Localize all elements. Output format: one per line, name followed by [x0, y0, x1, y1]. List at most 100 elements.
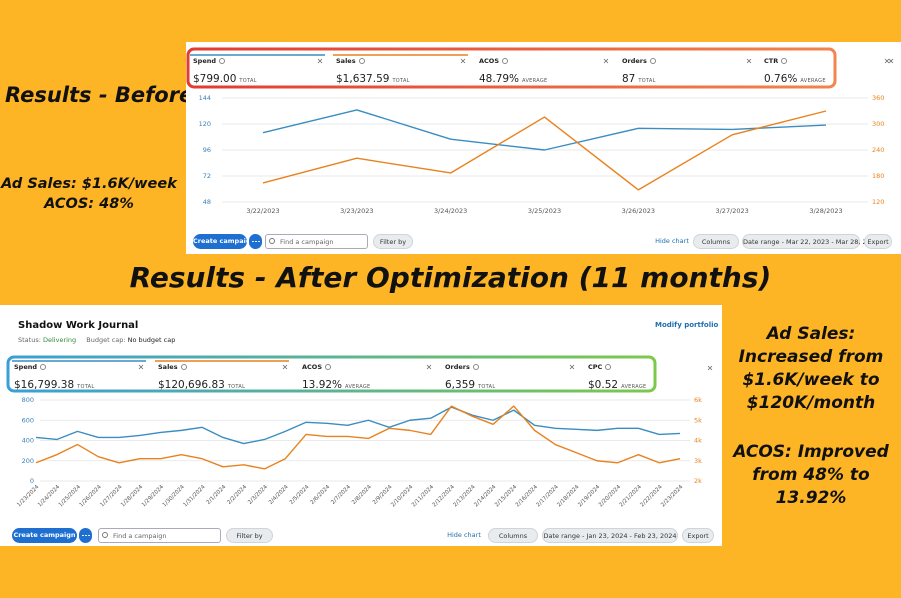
info-icon: [502, 58, 509, 64]
x-tick-label: 2/7/2024: [330, 484, 352, 506]
date-range-button[interactable]: Date range - Mar 22, 2023 - Mar 28, 2023: [742, 234, 879, 249]
dot: [255, 240, 257, 242]
metric-note: TOTAL: [77, 384, 95, 390]
metric-name: ACOS: [302, 363, 323, 371]
x-tick-label: 2/2/2024: [226, 484, 248, 506]
metric-value-line: 6,359 TOTAL: [445, 373, 495, 392]
series-line: [262, 109, 827, 151]
y-tick-label: 96: [203, 146, 211, 154]
create-campaign-button[interactable]: Create campaign: [12, 528, 77, 543]
metric-value-line: 87 TOTAL: [622, 67, 656, 86]
metric-tile[interactable]: ACOS 13.92% AVERAGE: [302, 363, 435, 391]
x-tick-label: 3/27/2023: [715, 207, 748, 215]
create-campaign-button[interactable]: Create campaign: [193, 234, 255, 249]
metric-label: CTR: [764, 57, 788, 65]
info-icon: [472, 364, 479, 370]
close-icon[interactable]: [884, 58, 890, 64]
y2-tick-label: 5k: [694, 416, 702, 424]
close-icon: [317, 58, 323, 64]
metric-value-line: $1,637.59 TOTAL: [336, 67, 410, 86]
metric-label: Spend: [193, 57, 226, 65]
series-line: [35, 406, 681, 445]
filter-button[interactable]: Filter by: [373, 234, 413, 249]
close-icon: [746, 58, 752, 64]
metric-note: AVERAGE: [345, 384, 371, 390]
series-line: [262, 110, 827, 191]
modify-portfolio-link[interactable]: Modify portfolio: [655, 321, 719, 329]
metric-tile[interactable]: Sales $1,637.59 TOTAL: [336, 57, 469, 86]
search-icon: [102, 532, 108, 538]
search-icon: [269, 238, 275, 244]
more-button[interactable]: [249, 234, 262, 249]
before-metrics-border: [186, 47, 837, 89]
info-icon: [649, 58, 656, 64]
portfolio-title: Shadow Work Journal: [18, 320, 139, 331]
close-icon: [888, 58, 894, 64]
close-icon: [603, 58, 609, 64]
filter-button[interactable]: Filter by: [226, 528, 273, 543]
metric-value-line: $0.52 AVERAGE: [588, 373, 646, 392]
y2-tick-label: 3k: [694, 457, 702, 465]
metric-label: Spend: [14, 363, 47, 371]
close-icon[interactable]: [707, 365, 713, 371]
export-button[interactable]: Export: [864, 234, 892, 249]
metric-tile[interactable]: ACOS 48.79% AVERAGE: [479, 57, 612, 86]
y-tick-label: 600: [22, 416, 34, 424]
y-tick-label: 144: [199, 94, 211, 102]
info-icon: [325, 364, 332, 370]
after-panel: [0, 305, 722, 546]
metric-tile[interactable]: CPC $0.52 AVERAGE: [588, 363, 652, 392]
y2-tick-label: 180: [872, 172, 884, 180]
metric-note: TOTAL: [638, 78, 656, 84]
x-tick-label: 1/31/2024: [182, 484, 207, 509]
metric-value-line: $120,696.83 TOTAL: [158, 373, 245, 392]
metric-tile[interactable]: CTR 0.76% AVERAGE: [764, 57, 897, 86]
metric-tile[interactable]: Spend $799.00 TOTAL: [193, 57, 326, 85]
metric-value-line: 48.79% AVERAGE: [479, 67, 547, 86]
x-tick-label: 2/23/2024: [660, 484, 685, 509]
metric-tile[interactable]: Orders 6,359 TOTAL: [445, 363, 578, 392]
metric-name: Orders: [622, 57, 647, 65]
metric-note: AVERAGE: [522, 78, 548, 84]
info-icon: [40, 364, 47, 370]
metric-name: CPC: [588, 363, 603, 371]
x-tick-label: 3/24/2023: [434, 207, 467, 215]
info-icon: [358, 58, 365, 64]
y2-tick-label: 120: [872, 198, 884, 206]
after-acos-note: ACOS: Improved from 48% to 13.92%: [733, 442, 889, 508]
metric-label: ACOS: [479, 57, 509, 65]
metric-note: AVERAGE: [800, 78, 826, 84]
metric-tile[interactable]: Sales $120,696.83 TOTAL: [158, 363, 291, 392]
hide-chart-link[interactable]: Hide chart: [447, 531, 481, 539]
metric-tile[interactable]: Orders 87 TOTAL: [622, 57, 755, 86]
x-tick-label: 3/23/2023: [340, 207, 373, 215]
x-tick-label: 2/8/2024: [351, 484, 373, 506]
metric-tile[interactable]: Spend $16,799.38 TOTAL: [14, 363, 147, 392]
x-tick-label: 2/5/2024: [289, 484, 311, 506]
info-icon: [781, 58, 788, 64]
after-metrics-border: [6, 355, 657, 393]
columns-button[interactable]: Columns: [488, 528, 538, 543]
date-range-button[interactable]: Date range - Jan 23, 2024 - Feb 23, 2024: [542, 528, 678, 543]
y2-tick-label: 6k: [694, 396, 702, 404]
more-button[interactable]: [79, 528, 92, 543]
metric-value-line: 0.76% AVERAGE: [764, 67, 826, 86]
campaign-search-input[interactable]: Find a campaign: [98, 528, 221, 543]
columns-button[interactable]: Columns: [693, 234, 739, 249]
close-icon: [282, 364, 288, 370]
metric-name: Orders: [445, 363, 470, 371]
metric-label: Orders: [445, 363, 479, 371]
dot: [88, 534, 90, 536]
before-panel: [186, 42, 901, 254]
metric-label: Orders: [622, 57, 656, 65]
dot: [258, 240, 260, 242]
metric-value-line: $16,799.38 TOTAL: [14, 373, 95, 392]
x-tick-label: 2/6/2024: [310, 484, 332, 506]
close-icon: [138, 364, 144, 370]
metric-value: 87: [622, 73, 636, 85]
export-button[interactable]: Export: [682, 528, 714, 543]
hide-chart-link[interactable]: Hide chart: [655, 237, 689, 245]
y2-tick-label: 300: [872, 120, 884, 128]
campaign-search-input[interactable]: Find a campaign: [265, 234, 368, 249]
